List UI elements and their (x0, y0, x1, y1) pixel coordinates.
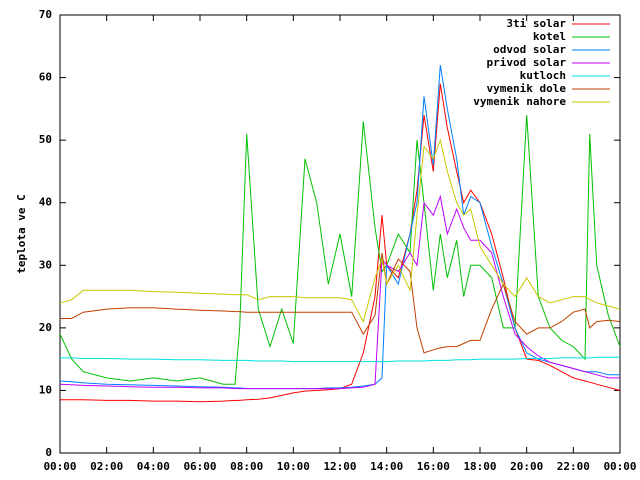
series-line (59, 194, 620, 390)
legend-label: vymenik nahore (473, 95, 566, 108)
legend-label: privod solar (487, 56, 567, 69)
x-tick-label: 20:00 (510, 460, 543, 473)
series-line (59, 138, 621, 323)
series-line (59, 115, 621, 385)
y-tick-label: 70 (39, 8, 52, 21)
series-line (59, 65, 620, 390)
legend-label: odvod solar (493, 43, 566, 56)
y-tick-label: 60 (39, 71, 52, 84)
x-tick-label: 14:00 (370, 460, 403, 473)
x-tick-label: 10:00 (277, 460, 310, 473)
x-tick-label: 18:00 (463, 460, 496, 473)
series-line (60, 356, 620, 363)
legend-label: kotel (533, 30, 566, 43)
x-tick-label: 22:00 (557, 460, 590, 473)
x-tick-label: 00:00 (43, 460, 76, 473)
x-tick-label: 08:00 (230, 460, 263, 473)
x-tick-label: 00:00 (603, 460, 636, 473)
x-tick-label: 04:00 (137, 460, 170, 473)
y-axis-label: teplota ve C (15, 194, 28, 273)
legend-label: kutloch (520, 69, 566, 82)
y-tick-label: 20 (39, 321, 52, 334)
x-tick-label: 02:00 (90, 460, 123, 473)
x-tick-label: 12:00 (323, 460, 356, 473)
y-tick-label: 30 (39, 258, 52, 271)
legend-label: 3ti solar (506, 17, 566, 30)
x-tick-label: 16:00 (417, 460, 450, 473)
y-tick-label: 50 (39, 133, 52, 146)
x-tick-label: 06:00 (183, 460, 216, 473)
y-tick-label: 0 (45, 446, 52, 459)
y-tick-label: 10 (39, 383, 52, 396)
legend-label: vymenik dole (487, 82, 567, 95)
y-tick-label: 40 (39, 196, 52, 209)
